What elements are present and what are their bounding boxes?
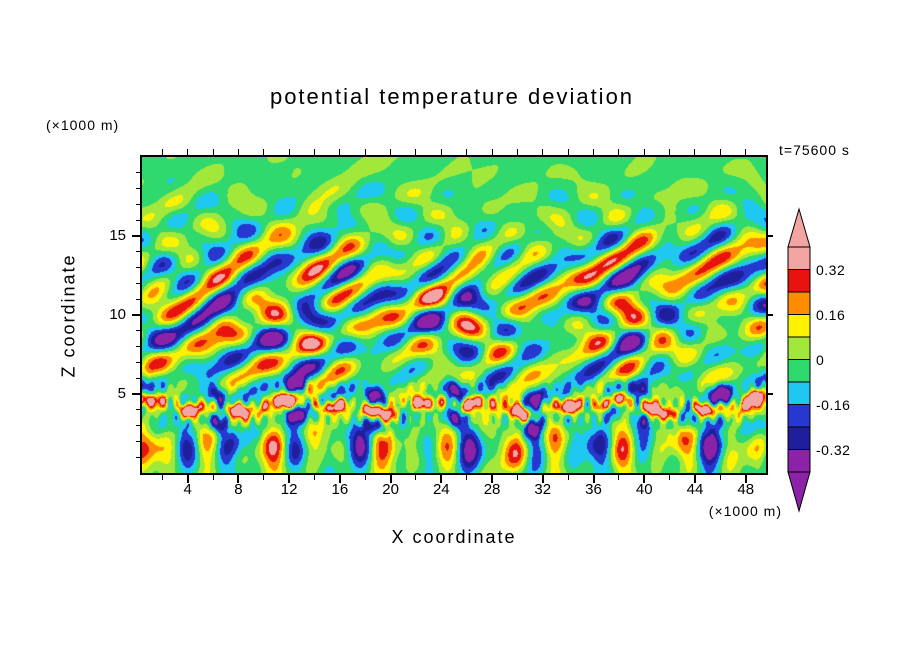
x-major-tick: [592, 475, 595, 483]
z-major-tick: [132, 235, 140, 237]
x-tick-label: 32: [534, 481, 552, 498]
x-minor-tick: [719, 475, 721, 480]
x-minor-tick: [567, 475, 569, 480]
colorbar-tick-label: 0.16: [816, 306, 846, 323]
colorbar-tick-label: 0.32: [816, 261, 846, 278]
x-major-tick: [693, 475, 696, 483]
colorbar-segment-8: [787, 426, 811, 450]
x-tick-label: 28: [483, 481, 501, 498]
colorbar-segment-5: [787, 359, 811, 383]
z-major-tick-right: [768, 393, 773, 395]
x-tick-label: 12: [280, 481, 298, 498]
y-axis-title-wrap: Z coordinate: [48, 155, 90, 475]
colorbar-segment-4: [787, 336, 811, 360]
colorbar-tick-label: -0.32: [816, 441, 851, 458]
z-tick-label: 10: [109, 306, 126, 323]
x-tick-label: 4: [183, 481, 192, 498]
z-tick-label: 5: [117, 385, 126, 402]
x-major-tick: [643, 475, 646, 483]
colorbar: [787, 207, 811, 513]
plot-area: [140, 155, 768, 475]
colorbar-arrow-top: [787, 207, 811, 248]
x-minor-tick: [313, 475, 315, 480]
x-minor-tick: [212, 475, 214, 480]
x-minor-tick: [263, 475, 265, 480]
x-minor-tick: [364, 475, 366, 480]
z-major-tick-right: [768, 235, 773, 237]
colorbar-segment-9: [787, 449, 811, 473]
x-tick-label: 36: [585, 481, 602, 498]
x-tick-label: 48: [737, 481, 755, 498]
z-tick-label: 15: [109, 227, 126, 244]
colorbar-segment-6: [787, 381, 811, 405]
x-minor-tick: [466, 475, 468, 480]
x-tick-label: 44: [686, 481, 704, 498]
z-major-tick: [132, 393, 140, 395]
x-tick-label: 8: [234, 481, 243, 498]
x-major-tick: [338, 475, 341, 483]
y-axis-title: Z coordinate: [58, 252, 79, 378]
colorbar-segment-1: [787, 269, 811, 293]
y-axis-unit-label: (×1000 m): [46, 117, 120, 133]
x-major-tick: [491, 475, 494, 483]
x-tick-label: 16: [331, 481, 349, 498]
x-minor-tick: [415, 475, 417, 480]
colorbar-segment-3: [787, 314, 811, 338]
x-major-tick: [744, 475, 747, 483]
z-major-tick: [132, 314, 140, 316]
x-tick-label: 24: [432, 481, 450, 498]
x-axis-unit-label: (×1000 m): [708, 503, 782, 519]
x-minor-tick: [618, 475, 620, 480]
x-minor-tick: [669, 475, 671, 480]
chart-title: potential temperature deviation: [269, 84, 635, 109]
x-tick-label: 40: [635, 481, 653, 498]
x-minor-tick: [516, 475, 518, 480]
z-major-tick-right: [768, 314, 773, 316]
colorbar-tick-label: 0: [816, 351, 825, 368]
colorbar-segment-0: [787, 246, 811, 270]
colorbar-arrow-bottom: [787, 471, 811, 513]
colorbar-tick-label: -0.16: [816, 396, 851, 413]
colorbar-segment-2: [787, 291, 811, 315]
x-tick-label: 20: [382, 481, 399, 498]
x-major-tick: [440, 475, 443, 483]
x-major-tick: [237, 475, 240, 483]
time-annotation: t=75600 s: [779, 142, 850, 158]
contour-field-canvas: [142, 157, 766, 473]
x-axis-title: X coordinate: [391, 527, 517, 547]
x-major-tick: [186, 475, 189, 483]
x-minor-tick: [161, 475, 163, 480]
x-major-tick: [389, 475, 392, 483]
x-major-tick: [541, 475, 544, 483]
x-major-tick: [288, 475, 291, 483]
colorbar-segment-7: [787, 404, 811, 428]
